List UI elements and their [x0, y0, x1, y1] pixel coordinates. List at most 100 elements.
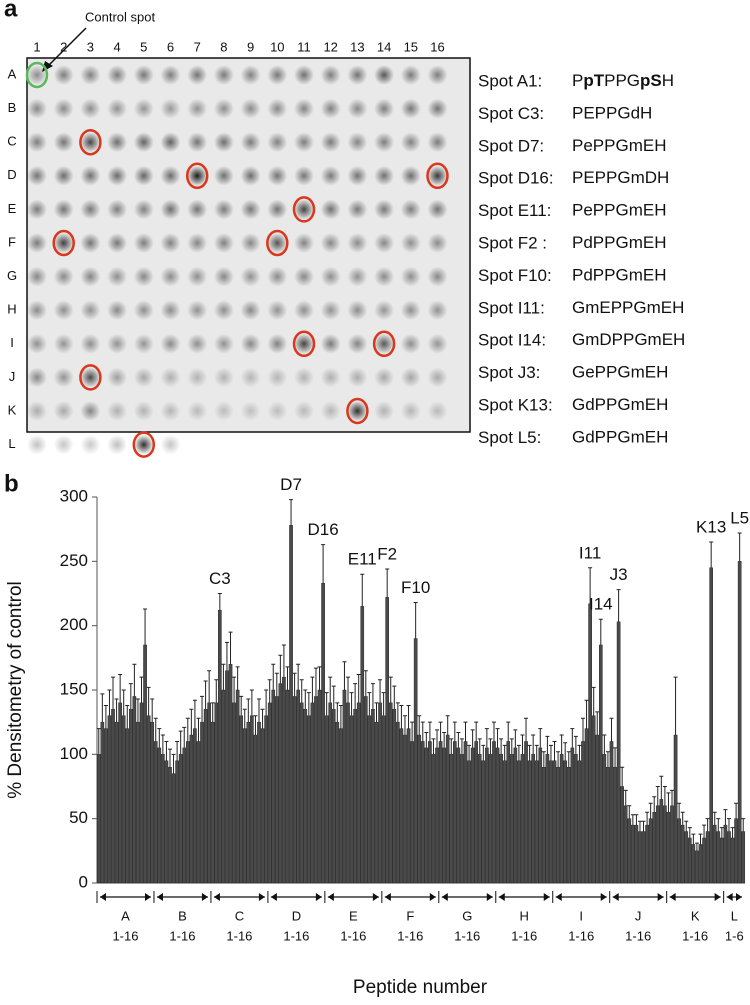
bar — [716, 831, 721, 884]
error-bar — [620, 766, 625, 787]
group-range: 1-16 — [568, 928, 594, 943]
bar — [470, 747, 475, 884]
spot — [320, 165, 341, 186]
peak-label: F10 — [401, 578, 430, 597]
spot — [347, 98, 368, 119]
error-bar — [228, 631, 233, 665]
bar — [606, 767, 610, 884]
spot — [240, 300, 261, 321]
sequence-part: PePPGmEH — [572, 201, 666, 220]
column-label: 10 — [270, 39, 284, 54]
peak-label: D7 — [280, 475, 302, 494]
spot — [213, 300, 234, 321]
error-bar — [556, 751, 561, 768]
error-bar — [328, 676, 333, 703]
bar — [307, 715, 311, 884]
spot — [267, 401, 288, 421]
spot — [160, 434, 181, 455]
error-bar — [691, 833, 696, 845]
bar — [492, 741, 496, 884]
bar — [289, 525, 293, 884]
spot — [320, 199, 341, 220]
error-bar — [726, 818, 731, 832]
error-bar — [143, 608, 148, 645]
error-bar — [513, 729, 518, 748]
spot — [374, 401, 395, 421]
spot — [427, 233, 448, 253]
bar — [638, 831, 642, 884]
bar — [420, 741, 425, 884]
error-bar — [655, 786, 660, 806]
y-tick-label: 50 — [69, 808, 88, 827]
error-bar — [303, 689, 308, 710]
spot — [320, 333, 341, 354]
sequence-part: GePPGmEH — [572, 363, 668, 382]
spot — [267, 199, 288, 220]
bar — [242, 728, 247, 884]
spot — [240, 199, 261, 220]
error-bar — [502, 744, 507, 761]
error-bar — [217, 593, 222, 611]
spot — [400, 333, 421, 354]
error-bar — [506, 721, 511, 742]
spot — [267, 132, 288, 153]
arrow-head — [555, 893, 562, 901]
bar — [705, 831, 710, 884]
spot-circle — [292, 330, 316, 358]
spot — [374, 266, 395, 287]
spot-sequence: PePPGmEH — [572, 201, 666, 220]
spot — [160, 266, 181, 287]
spot — [80, 266, 101, 287]
spot — [53, 65, 74, 85]
spot — [133, 199, 154, 220]
group-range: 1-6 — [725, 928, 744, 943]
error-bar — [417, 715, 422, 736]
spot — [240, 132, 261, 153]
bar — [364, 696, 368, 884]
error-bar — [128, 683, 133, 710]
spot — [427, 199, 448, 220]
spot — [374, 367, 395, 388]
spot-sequence: PEPPGmDH — [572, 169, 669, 188]
spot-circle — [372, 330, 396, 358]
error-bar — [160, 734, 165, 755]
error-bar — [221, 663, 226, 690]
error-bar — [673, 676, 678, 736]
spot — [320, 401, 341, 421]
spot — [107, 98, 128, 119]
error-bar — [214, 679, 219, 703]
spot — [133, 401, 154, 421]
bar — [324, 715, 329, 884]
bar — [146, 715, 151, 884]
spot — [213, 199, 234, 220]
error-bar — [730, 827, 735, 838]
spot — [294, 98, 314, 119]
error-bar — [306, 692, 311, 716]
spot-sequence: PpTPPGpSH — [572, 71, 674, 90]
arrow-head — [372, 893, 379, 901]
bar — [271, 689, 276, 884]
arrow-head — [315, 893, 322, 901]
spot — [320, 233, 341, 253]
peak-label: E11 — [348, 550, 377, 569]
bar — [125, 728, 130, 884]
error-bar — [203, 680, 208, 710]
spot — [187, 199, 208, 220]
spot — [427, 300, 448, 321]
spot — [374, 65, 395, 85]
spot — [187, 367, 208, 388]
error-bar — [157, 728, 162, 748]
sequence-part: P — [572, 71, 583, 90]
bar — [623, 805, 628, 884]
bar — [264, 715, 268, 884]
bar — [299, 702, 304, 884]
bar — [417, 734, 422, 884]
row-label: B — [8, 100, 17, 115]
spot — [294, 132, 314, 153]
column-label: 4 — [113, 39, 120, 54]
spot — [400, 65, 421, 85]
error-bar — [121, 689, 126, 716]
bar — [385, 597, 389, 884]
error-bar — [467, 744, 472, 761]
column-label: 9 — [247, 39, 254, 54]
